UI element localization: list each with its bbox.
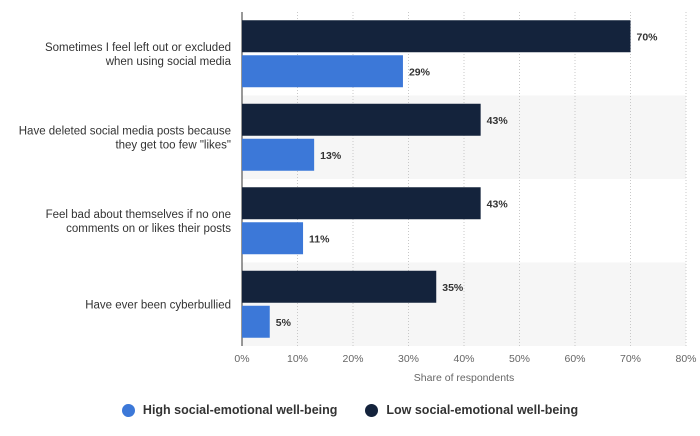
x-tick-label: 50% [509, 353, 530, 365]
category-label: Sometimes I feel left out or excluded whe… [45, 42, 232, 68]
data-label: 5% [276, 317, 292, 329]
data-label: 35% [442, 282, 464, 294]
x-tick-label: 60% [564, 353, 585, 365]
bar[interactable] [242, 55, 403, 88]
x-tick-labels: 0% 10% 20% 30% 40% 50% 60% 70% 80% [234, 353, 696, 365]
x-tick-label: 70% [620, 353, 641, 365]
x-tick-label: 40% [453, 353, 474, 365]
data-label: 70% [637, 31, 659, 43]
data-label: 11% [309, 233, 330, 245]
legend-label-low: Low social-emotional well-being [386, 403, 579, 417]
bar[interactable] [242, 20, 631, 53]
legend-item-low[interactable]: Low social-emotional well-being [365, 403, 578, 417]
category-label: Have ever been cyberbullied [85, 299, 231, 311]
data-labels: 70% 29% 43% 13% 43% 11% 35% 5% [276, 31, 658, 329]
bar[interactable] [242, 187, 481, 220]
bar-chart: 70% 29% 43% 13% 43% 11% 35% 5% Sometimes I feel… [19, 12, 697, 384]
x-tick-label: 80% [675, 353, 696, 365]
legend-item-high[interactable]: High social-emotional well-being [121, 403, 338, 417]
category-labels: Sometimes I feel left out or excluded whe… [19, 42, 232, 312]
x-tick-label: 30% [398, 353, 419, 365]
bar[interactable] [242, 138, 315, 171]
bar[interactable] [242, 103, 481, 136]
x-tick-label: 20% [342, 353, 363, 365]
legend-marker-high [121, 403, 135, 417]
x-tick-label: 0% [234, 353, 249, 365]
data-label: 43% [487, 198, 509, 210]
data-label: 13% [320, 150, 342, 162]
x-tick-label: 10% [287, 353, 308, 365]
legend: High social-emotional well-being Low soc… [0, 403, 700, 417]
legend-label-high: High social-emotional well-being [142, 403, 338, 417]
bars [242, 20, 631, 338]
bar[interactable] [242, 270, 437, 303]
data-label: 29% [409, 66, 431, 78]
category-label: Have deleted social media posts because t… [19, 125, 231, 151]
bar[interactable] [242, 305, 270, 338]
category-label: Feel bad about themselves if no one comme… [46, 209, 232, 235]
data-label: 43% [487, 115, 509, 127]
legend-marker-low [365, 403, 379, 417]
bar[interactable] [242, 222, 304, 255]
x-axis-title: Share of respondents [414, 372, 514, 384]
